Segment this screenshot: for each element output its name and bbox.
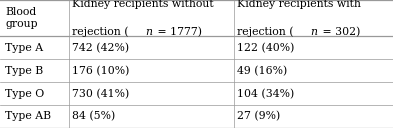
Text: 176 (10%): 176 (10%) [72, 66, 129, 76]
Text: 49 (16%): 49 (16%) [237, 66, 287, 76]
Text: Type AB: Type AB [5, 111, 51, 121]
Text: Type A: Type A [5, 43, 43, 53]
Text: 730 (41%): 730 (41%) [72, 88, 129, 99]
Text: 27 (9%): 27 (9%) [237, 111, 280, 122]
Text: Blood
group: Blood group [5, 7, 38, 29]
Text: = 302): = 302) [319, 26, 360, 37]
Text: 84 (5%): 84 (5%) [72, 111, 115, 122]
Text: 742 (42%): 742 (42%) [72, 43, 129, 53]
Text: 104 (34%): 104 (34%) [237, 88, 294, 99]
Text: Type O: Type O [5, 89, 44, 99]
Text: Kidney recipients with: Kidney recipients with [237, 0, 361, 9]
Text: Kidney recipients without: Kidney recipients without [72, 0, 213, 9]
Text: n: n [145, 27, 152, 37]
Text: n: n [310, 27, 317, 37]
Text: rejection (: rejection ( [237, 26, 294, 37]
Text: rejection (: rejection ( [72, 26, 129, 37]
Text: Type B: Type B [5, 66, 43, 76]
Text: 122 (40%): 122 (40%) [237, 43, 294, 53]
Text: = 1777): = 1777) [154, 26, 202, 37]
